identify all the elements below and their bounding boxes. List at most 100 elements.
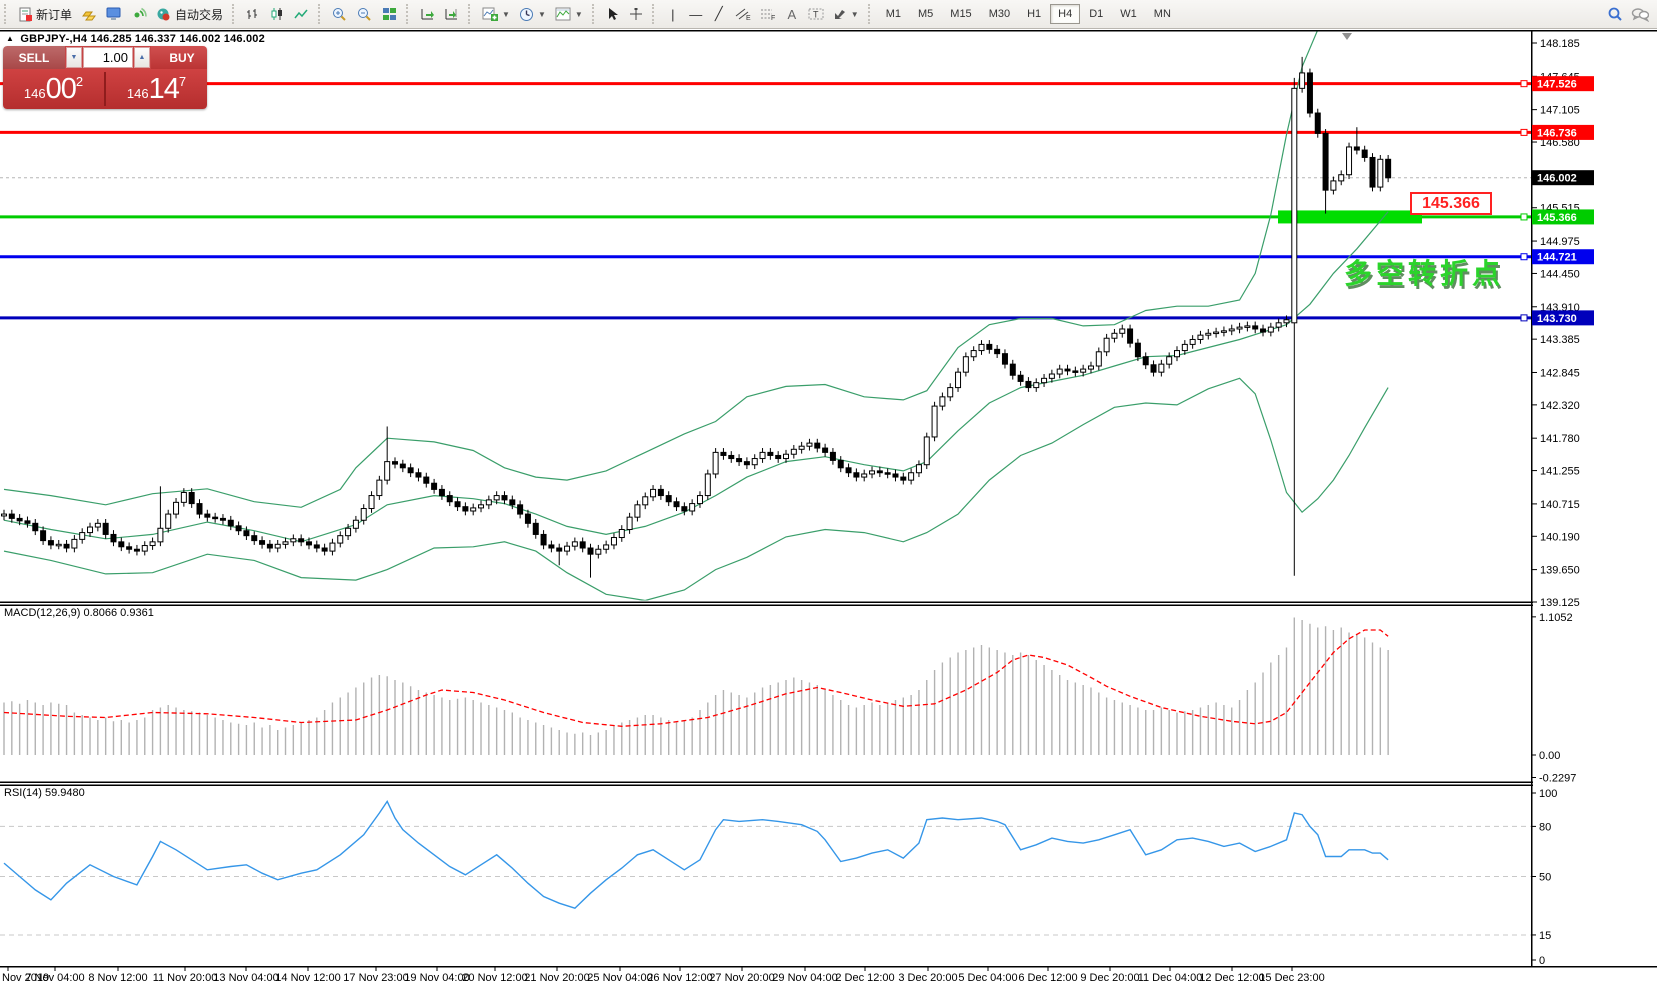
timeframe-w1-button[interactable]: W1 xyxy=(1120,8,1137,20)
zoom-out-icon xyxy=(358,7,371,21)
price-marker-chip[interactable] xyxy=(1532,170,1594,186)
buy-price-display[interactable]: 146147 xyxy=(106,73,207,106)
price-marker-chip[interactable] xyxy=(1532,209,1594,225)
price-callout-label[interactable]: 145.366 xyxy=(1410,192,1492,215)
bull-candle xyxy=(947,387,954,398)
bear-candle xyxy=(1017,374,1024,382)
bear-candle xyxy=(1260,328,1267,333)
timeframe-h1-button[interactable]: H1 xyxy=(1027,8,1042,20)
bull-candle xyxy=(571,541,578,547)
autotrading-button[interactable]: 自动交易 xyxy=(152,3,227,25)
horizontal-line-button[interactable]: — xyxy=(685,3,707,25)
cursor-button[interactable] xyxy=(602,3,624,25)
time-axis-label[interactable]: 9 Dec 20:00 xyxy=(1080,972,1139,984)
fibonacci-button[interactable]: F xyxy=(756,3,780,25)
sell-button[interactable]: SELL xyxy=(3,46,65,69)
web-terminal-button[interactable] xyxy=(102,3,126,25)
arrows-shapes-button[interactable]: ▼ xyxy=(829,3,863,25)
bear-candle xyxy=(392,461,398,465)
time-axis-label[interactable]: 21 Nov 20:00 xyxy=(524,972,589,984)
time-axis-label[interactable]: 25 Nov 04:00 xyxy=(587,972,652,984)
time-axis-label[interactable]: 11 Nov 20:00 xyxy=(153,972,218,984)
time-axis-label[interactable]: 15 Dec 23:00 xyxy=(1259,972,1324,984)
timeframe-m15-button[interactable]: M15 xyxy=(950,8,972,20)
time-axis-label[interactable]: 13 Nov 04:00 xyxy=(213,972,278,984)
bull-candle xyxy=(1181,343,1188,352)
time-axis-label[interactable]: 29 Nov 04:00 xyxy=(772,972,837,984)
text-label-button[interactable]: T xyxy=(804,3,828,25)
search-button[interactable] xyxy=(1603,3,1627,25)
buy-button[interactable]: BUY xyxy=(151,46,207,69)
pane-top-border xyxy=(0,30,1657,32)
time-axis-label[interactable]: 8 Nov 12:00 xyxy=(88,972,147,984)
time-axis-label[interactable]: 19 Nov 04:00 xyxy=(404,972,469,984)
bear-candle xyxy=(540,533,547,546)
text-button[interactable]: A xyxy=(781,3,803,25)
time-axis-label[interactable]: Nov 2019 xyxy=(2,972,49,984)
support-zone-highlight[interactable] xyxy=(1278,210,1422,224)
timeframe-m1-button[interactable]: M1 xyxy=(885,8,901,20)
indicators-button[interactable]: ▼ xyxy=(478,3,514,25)
chat-button[interactable] xyxy=(1627,3,1653,25)
timeframe-mn-button[interactable]: MN xyxy=(1153,8,1171,20)
price-marker-value: 144.721 xyxy=(1537,252,1577,264)
time-axis-label[interactable]: 5 Dec 04:00 xyxy=(958,972,1017,984)
auto-scroll-button[interactable] xyxy=(416,3,439,25)
crosshair-button[interactable] xyxy=(625,3,647,25)
price-marker-chip[interactable] xyxy=(1532,124,1594,140)
new-order-button[interactable]: 新订单 xyxy=(14,3,76,25)
tile-windows-button[interactable] xyxy=(378,3,401,25)
bear-candle xyxy=(556,547,563,552)
time-axis-label[interactable]: 6 Dec 12:00 xyxy=(1018,972,1077,984)
bear-candle xyxy=(399,463,406,469)
volume-decrease-button[interactable]: ▼ xyxy=(66,47,82,68)
volume-input[interactable] xyxy=(83,47,133,68)
bear-candle xyxy=(1127,328,1134,344)
price-marker-chip[interactable] xyxy=(1532,249,1594,265)
candlestick-chart-type-button[interactable] xyxy=(266,3,289,25)
turning-point-annotation[interactable]: 多空转折点 xyxy=(1344,258,1505,289)
deposit-gold-button[interactable] xyxy=(77,3,101,25)
time-axis-label[interactable]: 7 Nov 04:00 xyxy=(25,972,84,984)
signals-button[interactable] xyxy=(127,3,151,25)
bear-candle xyxy=(321,547,328,552)
bull-candle xyxy=(564,545,571,552)
time-axis-label[interactable]: 26 Nov 12:00 xyxy=(647,972,712,984)
time-axis-label[interactable]: 12 Dec 12:00 xyxy=(1199,972,1264,984)
bear-candle xyxy=(1385,158,1392,179)
chart-shift-marker[interactable] xyxy=(1342,33,1352,40)
volume-increase-button[interactable]: ▲ xyxy=(134,47,150,68)
sell-price-display[interactable]: 146002 xyxy=(3,73,104,106)
chart-shift-button[interactable] xyxy=(440,3,463,25)
timeframe-m5-button[interactable]: M5 xyxy=(918,8,934,20)
time-axis-label[interactable]: 14 Nov 12:00 xyxy=(275,972,340,984)
zoom-in-button[interactable] xyxy=(328,3,352,25)
timeframe-d1-button[interactable]: D1 xyxy=(1089,8,1104,20)
bull-candle xyxy=(360,508,367,521)
quote-close: 146.002 xyxy=(223,33,265,45)
line-chart-type-button[interactable] xyxy=(290,3,313,25)
toolbar-grip[interactable] xyxy=(4,4,9,24)
time-axis-label[interactable]: 11 Dec 04:00 xyxy=(1138,972,1203,984)
templates-button[interactable]: ▼ xyxy=(551,3,587,25)
time-axis-label[interactable]: 27 Nov 20:00 xyxy=(709,972,774,984)
time-axis-label[interactable]: 3 Dec 20:00 xyxy=(898,972,957,984)
time-axis-label[interactable]: 2 Dec 12:00 xyxy=(835,972,894,984)
time-axis-label[interactable]: 20 Nov 12:00 xyxy=(462,972,527,984)
indicators-icon xyxy=(482,7,499,21)
timeframe-m30-button[interactable]: M30 xyxy=(988,8,1011,20)
bar-chart-type-button[interactable] xyxy=(242,3,265,25)
vertical-line-button[interactable]: | xyxy=(662,3,684,25)
equidistant-channel-button[interactable]: E xyxy=(731,3,755,25)
periods-button[interactable]: ▼ xyxy=(515,3,550,25)
bull-candle xyxy=(1095,351,1102,367)
zoom-out-button[interactable] xyxy=(353,3,377,25)
time-axis-label[interactable]: 17 Nov 23:00 xyxy=(343,972,408,984)
price-marker-chip[interactable] xyxy=(1532,76,1594,92)
trendline-button[interactable]: ╱ xyxy=(708,3,730,25)
price-marker-chip[interactable] xyxy=(1532,310,1594,326)
collapse-panel-icon[interactable]: ▲ xyxy=(6,34,15,43)
bull-candle xyxy=(861,473,868,478)
timeframe-h4-button[interactable]: H4 xyxy=(1050,4,1081,24)
